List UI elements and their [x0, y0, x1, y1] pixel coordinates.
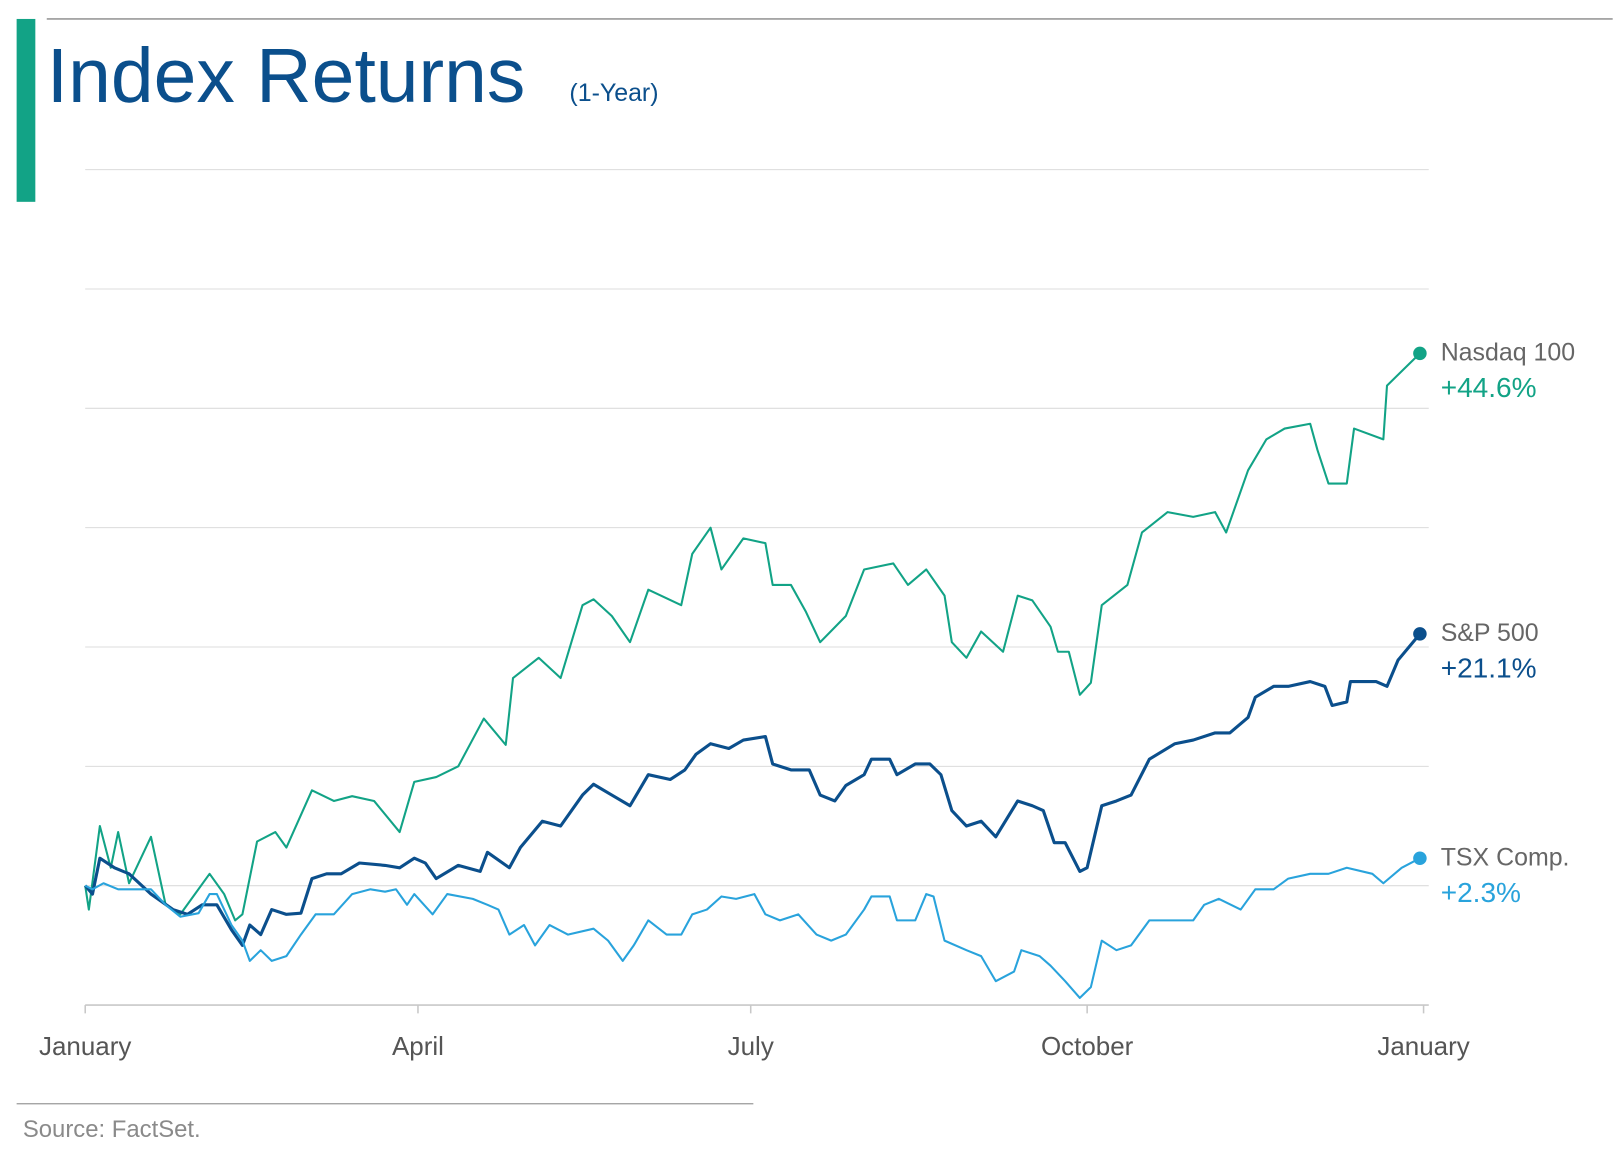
x-tick-label: January — [1377, 1031, 1469, 1061]
end-value-label: +21.1% — [1441, 653, 1537, 684]
series-line — [84, 857, 1421, 999]
legend-label: S&P 500 — [1441, 619, 1539, 647]
grid: January April July October January — [39, 169, 1470, 1061]
end-value-label: +44.6% — [1441, 372, 1537, 403]
chart-subtitle: (1-Year) — [569, 79, 658, 107]
x-tick-label: July — [728, 1031, 774, 1061]
plot-area — [84, 352, 1422, 999]
end-dot — [1413, 346, 1427, 361]
x-tick-label: October — [1041, 1031, 1134, 1061]
chart-title: Index Returns — [47, 33, 526, 119]
end-dot — [1413, 851, 1427, 866]
source-note: Source: FactSet. — [23, 1116, 201, 1143]
end-labels: Nasdaq 100 +44.6% S&P 500 +21.1% TSX Comp. +2… — [1413, 339, 1575, 908]
series-line — [84, 632, 1422, 947]
end-value-label: +2.3% — [1441, 877, 1521, 908]
legend-label: TSX Comp. — [1441, 844, 1570, 872]
legend-label: Nasdaq 100 — [1441, 339, 1575, 367]
title-accent — [16, 18, 36, 202]
x-tick-label: January — [39, 1031, 131, 1061]
x-tick-label: April — [392, 1031, 444, 1061]
series-line — [84, 352, 1421, 922]
end-dot — [1413, 627, 1427, 641]
